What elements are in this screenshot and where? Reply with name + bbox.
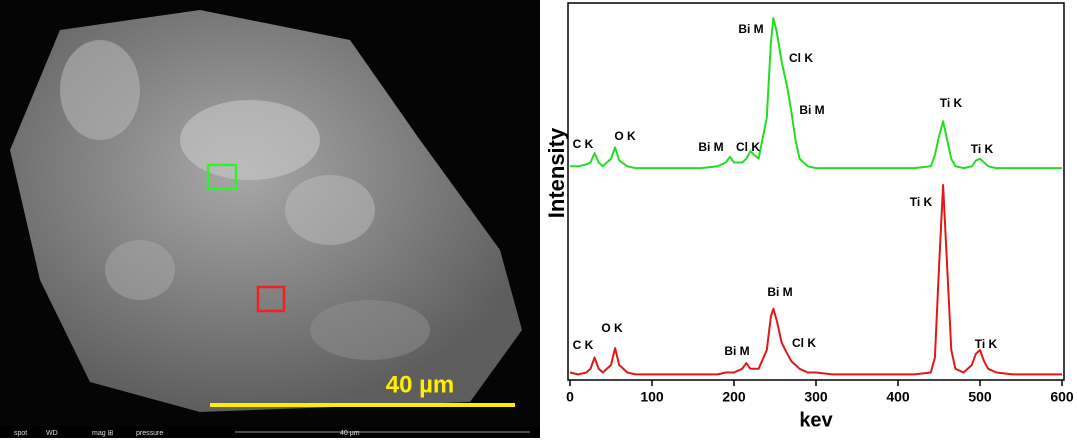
peak-label: Bi M (724, 344, 749, 358)
peak-label: Bi M (799, 103, 824, 117)
page: {"image": {"scale_label": "40 µm", "info… (0, 0, 1077, 438)
peak-label: Bi M (738, 22, 763, 36)
peak-label: C K (573, 338, 594, 352)
peak-label: Bi M (767, 285, 792, 299)
peak-label: Ti K (971, 142, 994, 156)
figure: 40 µm Intensity kev spot WD mag ⊞ pressure 4… (0, 0, 1077, 438)
x-tick-label: 100 (640, 389, 664, 405)
flake (180, 100, 320, 180)
peak-label: Cl K (792, 336, 816, 350)
x-tick-label: 0 (566, 389, 574, 405)
x-tick-label: 400 (886, 389, 910, 405)
info-text: mag ⊞ (92, 430, 114, 437)
info-text: spot (14, 430, 27, 437)
x-axis-label: kev (799, 409, 833, 431)
info-text: pressure (136, 430, 163, 437)
x-tick-label: 500 (968, 389, 992, 405)
x-tick-label: 300 (804, 389, 828, 405)
flake (285, 175, 375, 245)
flake (310, 300, 430, 360)
info-text: 40 µm (340, 430, 360, 437)
peak-label: Ti K (910, 195, 933, 209)
scale-label: 40 µm (386, 371, 455, 398)
peak-label: Cl K (789, 51, 813, 65)
sem-image: 40 µm (0, 0, 540, 438)
x-tick-label: 600 (1050, 389, 1074, 405)
peak-label: C K (573, 137, 594, 151)
peak-label: O K (601, 321, 623, 335)
flake (60, 40, 140, 140)
peak-label: Cl K (736, 140, 760, 154)
x-tick-label: 200 (722, 389, 746, 405)
flake (105, 240, 175, 300)
info-text: WD (46, 430, 58, 437)
peak-label: Bi M (698, 140, 723, 154)
peak-label: Ti K (940, 96, 963, 110)
peak-label: O K (614, 129, 636, 143)
y-axis-label: Intensity (544, 127, 569, 218)
plot-frame (568, 3, 1064, 380)
peak-label: Ti K (975, 337, 998, 351)
